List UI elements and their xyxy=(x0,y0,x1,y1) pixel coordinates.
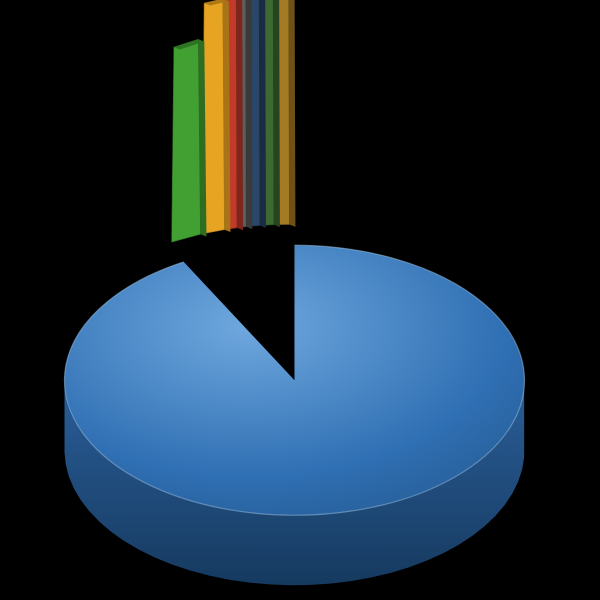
pie-chart-3d xyxy=(0,0,600,600)
fin-side xyxy=(259,0,266,228)
fin-side xyxy=(236,0,243,230)
fin-side xyxy=(246,0,253,229)
fin-side xyxy=(288,0,295,227)
fin-face xyxy=(172,39,201,242)
fin-side xyxy=(273,0,280,227)
pie-top xyxy=(64,245,524,515)
